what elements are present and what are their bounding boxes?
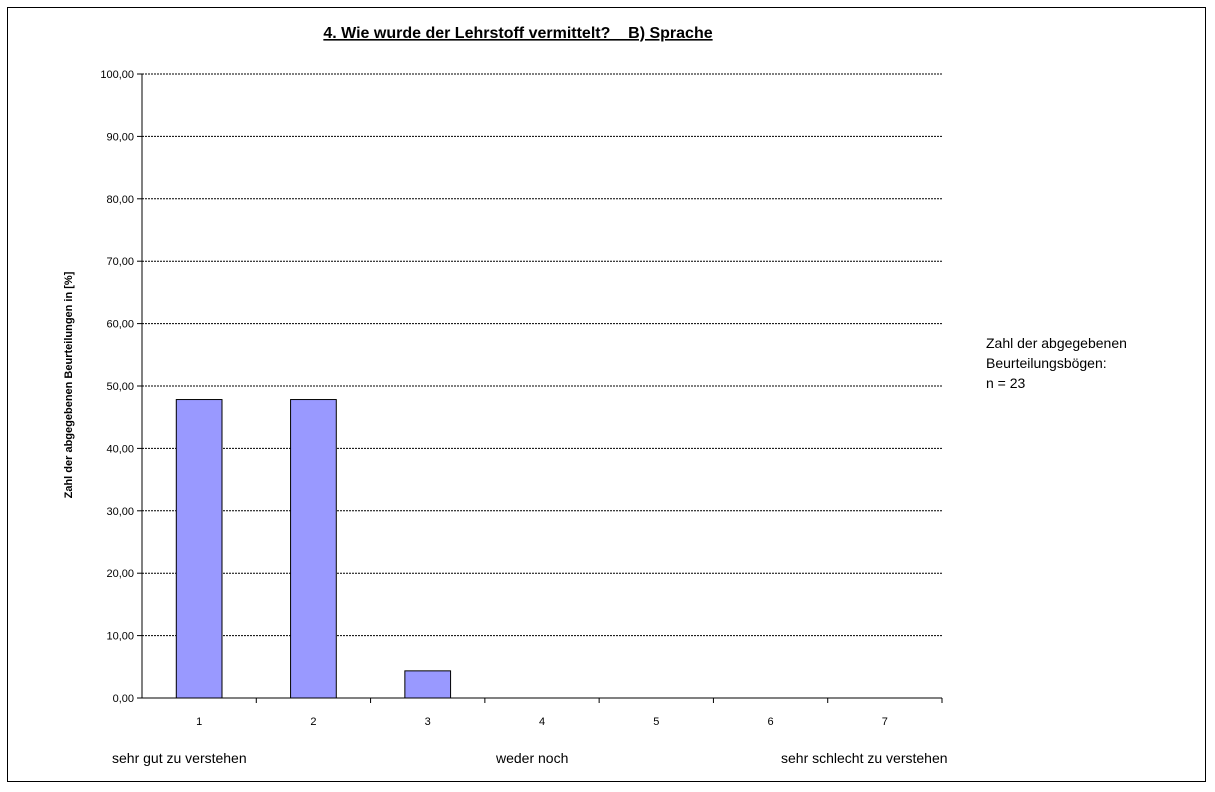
y-tick-labels: 0,00 10,00 20,00 30,00 40,00 50,00 60,00 70,00 8… bbox=[100, 69, 142, 705]
respondent-note-line1: Zahl der abgegebenen bbox=[986, 335, 1127, 351]
y-axis-label: Zahl der abgegebenen Beurteilungen in [%… bbox=[63, 271, 75, 498]
bars bbox=[175, 399, 452, 699]
y-tick-label: 30,00 bbox=[106, 506, 134, 518]
respondent-count: n = 23 bbox=[986, 375, 1026, 391]
x-tick-label: 5 bbox=[653, 716, 659, 728]
y-tick-label: 0,00 bbox=[113, 693, 134, 705]
y-tick-label: 100,00 bbox=[100, 69, 134, 81]
x-tick-labels: 1 2 3 4 5 6 7 bbox=[196, 698, 943, 728]
x-tick-label: 4 bbox=[539, 716, 545, 728]
bar-3 bbox=[404, 670, 452, 699]
x-tick-label: 6 bbox=[768, 716, 774, 728]
respondent-note-line2: Beurteilungsbögen: bbox=[986, 355, 1107, 371]
chart-title: 4. Wie wurde der Lehrstoff vermittelt? B… bbox=[323, 25, 712, 42]
bar-2 bbox=[290, 399, 337, 699]
y-tick-label: 60,00 bbox=[106, 319, 134, 331]
y-tick-label: 20,00 bbox=[106, 568, 134, 580]
scale-label-right: sehr schlecht zu verstehen bbox=[781, 750, 948, 766]
scale-label-left: sehr gut zu verstehen bbox=[112, 750, 247, 766]
y-tick-label: 10,00 bbox=[106, 631, 134, 643]
y-tick-label: 40,00 bbox=[106, 443, 134, 455]
x-tick-label: 1 bbox=[196, 716, 202, 728]
bar-1 bbox=[175, 399, 223, 699]
y-tick-label: 90,00 bbox=[106, 131, 134, 143]
gridlines bbox=[142, 73, 942, 637]
y-tick-label: 50,00 bbox=[106, 381, 134, 393]
y-tick-label: 80,00 bbox=[106, 194, 134, 206]
scale-label-middle: weder noch bbox=[495, 750, 568, 766]
x-tick-label: 2 bbox=[310, 716, 316, 728]
x-tick-label: 3 bbox=[425, 716, 431, 728]
x-tick-label: 7 bbox=[882, 716, 888, 728]
y-tick-label: 70,00 bbox=[106, 256, 134, 268]
